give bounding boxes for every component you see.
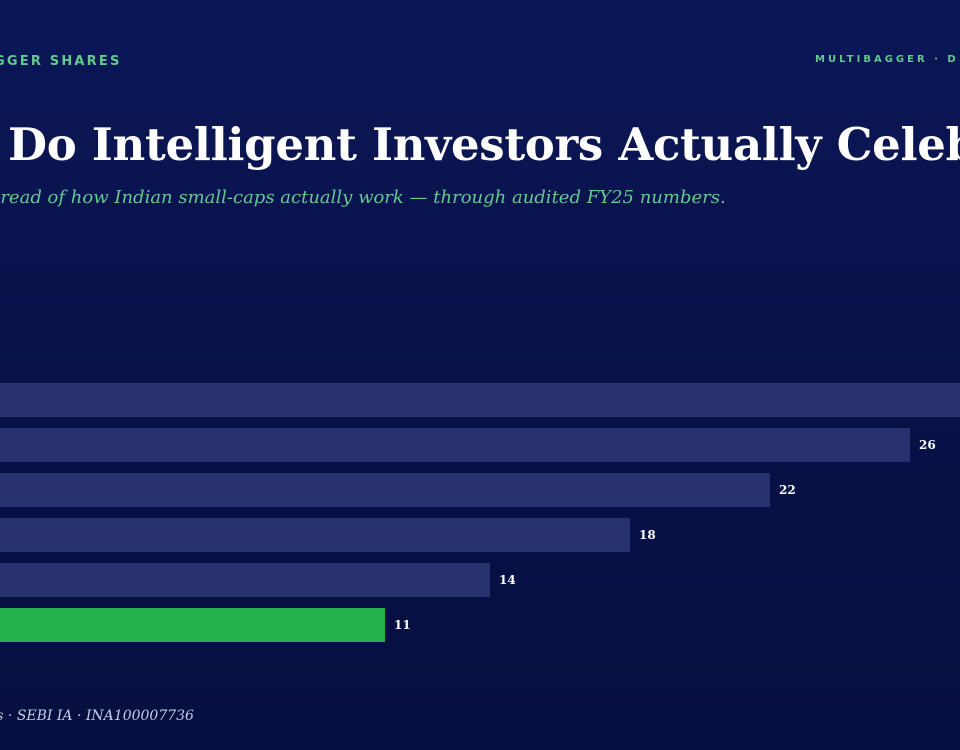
bar (0, 563, 490, 597)
bar-highlighted (0, 608, 385, 642)
footer-note: es · SEBI IA · INA100007736 (0, 708, 194, 724)
bar-value-label: 18 (639, 528, 656, 542)
brand-label: MULTIBAGGER · D (815, 54, 959, 65)
bar-value-label: 11 (394, 618, 411, 632)
bar-value-label: 26 (919, 438, 936, 452)
page-subtitle: r read of how Indian small-caps actually… (0, 187, 726, 208)
bar (0, 383, 960, 417)
series-kicker: GGER SHARES (0, 54, 122, 69)
bar (0, 428, 910, 462)
bar-value-label: 14 (499, 573, 516, 587)
bar (0, 473, 770, 507)
bar-value-label: 22 (779, 483, 796, 497)
bar (0, 518, 630, 552)
page-title: Do Intelligent Investors Actually Celeb (8, 118, 960, 171)
